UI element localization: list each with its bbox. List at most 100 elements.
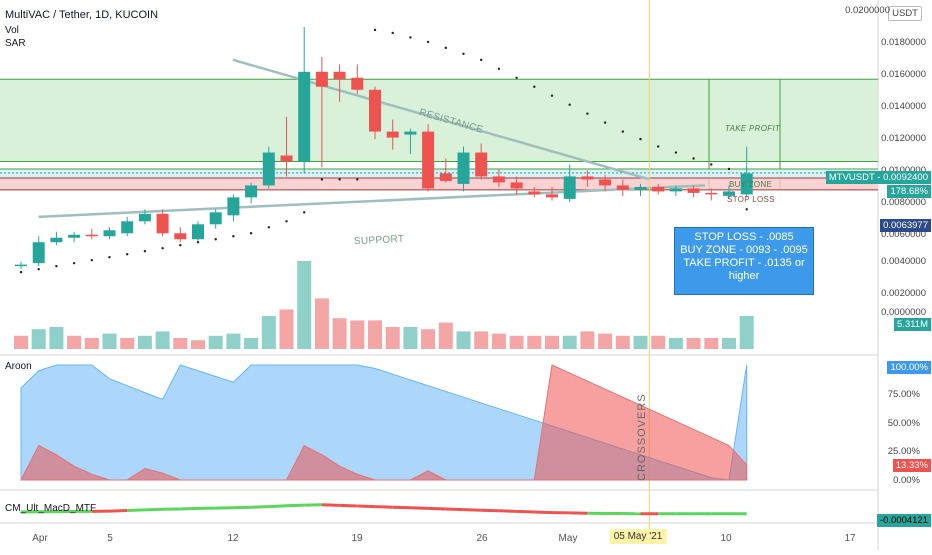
x-axis-tick: 12 — [227, 533, 238, 544]
macd-segment — [375, 507, 393, 508]
callout-stop-loss: STOP LOSS - .0085 — [675, 231, 813, 244]
candle-body — [245, 185, 257, 197]
aroon-axis-tick: 0.00% — [893, 475, 920, 486]
chart-title[interactable]: MultiVAC / Tether, 1D, KUCOIN — [5, 9, 158, 21]
candle-body — [316, 72, 328, 87]
crossovers-label[interactable]: CROSSOVERS — [636, 361, 648, 481]
sar-dot — [639, 138, 641, 140]
sar-dot — [728, 168, 730, 170]
sar-dot — [657, 145, 659, 147]
macd-segment — [269, 506, 287, 507]
sar-dot — [462, 53, 464, 55]
macd-segment — [534, 512, 552, 513]
volume-bar — [704, 338, 718, 349]
sar-dot — [710, 163, 712, 165]
macd-value-tag: -0.0004121 — [877, 514, 931, 527]
aroon-indicator-label[interactable]: Aroon — [5, 361, 32, 372]
sar-dot — [73, 262, 75, 264]
x-axis-tick: Apr — [32, 533, 48, 544]
sar-dot — [20, 271, 22, 273]
macd-segment — [464, 510, 482, 511]
volume-bar — [315, 298, 329, 349]
volume-bar — [474, 331, 488, 349]
volume-bar — [616, 336, 630, 349]
volume-bar — [439, 323, 453, 349]
take-profit-label[interactable]: TAKE PROFIT — [725, 124, 780, 133]
candle-body — [705, 193, 717, 195]
currency-badge[interactable]: USDT — [888, 6, 922, 21]
volume-bar — [687, 338, 701, 349]
volume-bar — [563, 336, 577, 349]
buy-zone-label[interactable]: BUY ZONE — [729, 180, 772, 189]
volume-bar — [103, 334, 117, 349]
aroon-up-tag: 100.00% — [887, 361, 931, 374]
volume-bar — [740, 316, 754, 349]
sar-dot — [232, 235, 234, 237]
candle-body — [68, 235, 80, 238]
sar-dot — [126, 253, 128, 255]
price-axis-tick: 0.0140000 — [881, 101, 926, 112]
candle-body — [404, 132, 416, 135]
sar-dot — [108, 256, 110, 258]
candle-body — [511, 182, 523, 188]
candle-body — [652, 187, 664, 191]
aroon-down-tag: 13.33% — [893, 459, 931, 472]
aroon-axis-tick: 25.00% — [888, 446, 920, 457]
x-axis-tick: 19 — [351, 533, 362, 544]
last-price: 0.0092400 — [883, 172, 928, 183]
volume-bar — [85, 338, 99, 349]
sar-dot — [533, 86, 535, 88]
sar-dot — [746, 208, 748, 210]
sar-dot — [179, 244, 181, 246]
volume-bar — [386, 327, 400, 349]
vol-indicator-label[interactable]: Vol — [5, 25, 19, 36]
macd-segment — [446, 509, 464, 510]
volume-bar — [634, 336, 648, 349]
candle-body — [670, 188, 682, 191]
volume-tag: 5.311M — [894, 318, 931, 331]
candle-body — [104, 230, 116, 236]
candle-body — [334, 72, 346, 79]
sar-dot — [321, 178, 323, 180]
macd-segment — [357, 506, 375, 507]
macd-segment — [393, 507, 411, 508]
volume-bar — [651, 336, 665, 349]
sar-dot — [480, 59, 482, 61]
macd-indicator-label[interactable]: CM_Ult_MacD_MTF — [5, 503, 96, 514]
volume-bar — [598, 334, 612, 349]
volume-bar — [722, 338, 736, 349]
macd-segment — [428, 508, 446, 509]
trade-plan-callout[interactable]: STOP LOSS - .0085 BUY ZONE - 0093 - .009… — [674, 227, 814, 295]
candle-body — [528, 191, 540, 194]
macd-segment — [499, 511, 517, 512]
sar-dot — [586, 112, 588, 114]
change-percent-tag: 178.68% — [887, 185, 931, 198]
candle-body — [50, 238, 62, 242]
volume-bar — [120, 338, 134, 349]
price-axis-tick: 0.0040000 — [881, 256, 926, 267]
macd-segment — [340, 505, 358, 506]
x-axis-tick: 5 — [107, 533, 113, 544]
sar-dot — [285, 220, 287, 222]
sar-dot — [55, 265, 57, 267]
candle-body — [210, 212, 222, 224]
volume-bar — [156, 331, 170, 349]
candle-body — [581, 176, 593, 179]
candle-body — [86, 235, 98, 237]
volume-bar — [368, 320, 382, 349]
callout-take-profit: TAKE PROFIT - .0135 or — [675, 257, 813, 270]
volume-bar — [669, 338, 683, 349]
price-axis-tick: 0.0160000 — [881, 69, 926, 80]
volume-bar — [545, 336, 559, 349]
macd-segment — [110, 511, 128, 512]
candle-body — [475, 153, 487, 177]
candle-body — [227, 197, 239, 215]
stop-loss-label[interactable]: STOP LOSS — [727, 195, 775, 204]
sar-dot — [569, 103, 571, 105]
x-axis-tick: 10 — [720, 533, 731, 544]
volume-bar — [49, 327, 63, 349]
volume-bar — [403, 327, 417, 349]
sar-dot — [551, 95, 553, 97]
sar-indicator-label[interactable]: SAR — [5, 38, 26, 49]
